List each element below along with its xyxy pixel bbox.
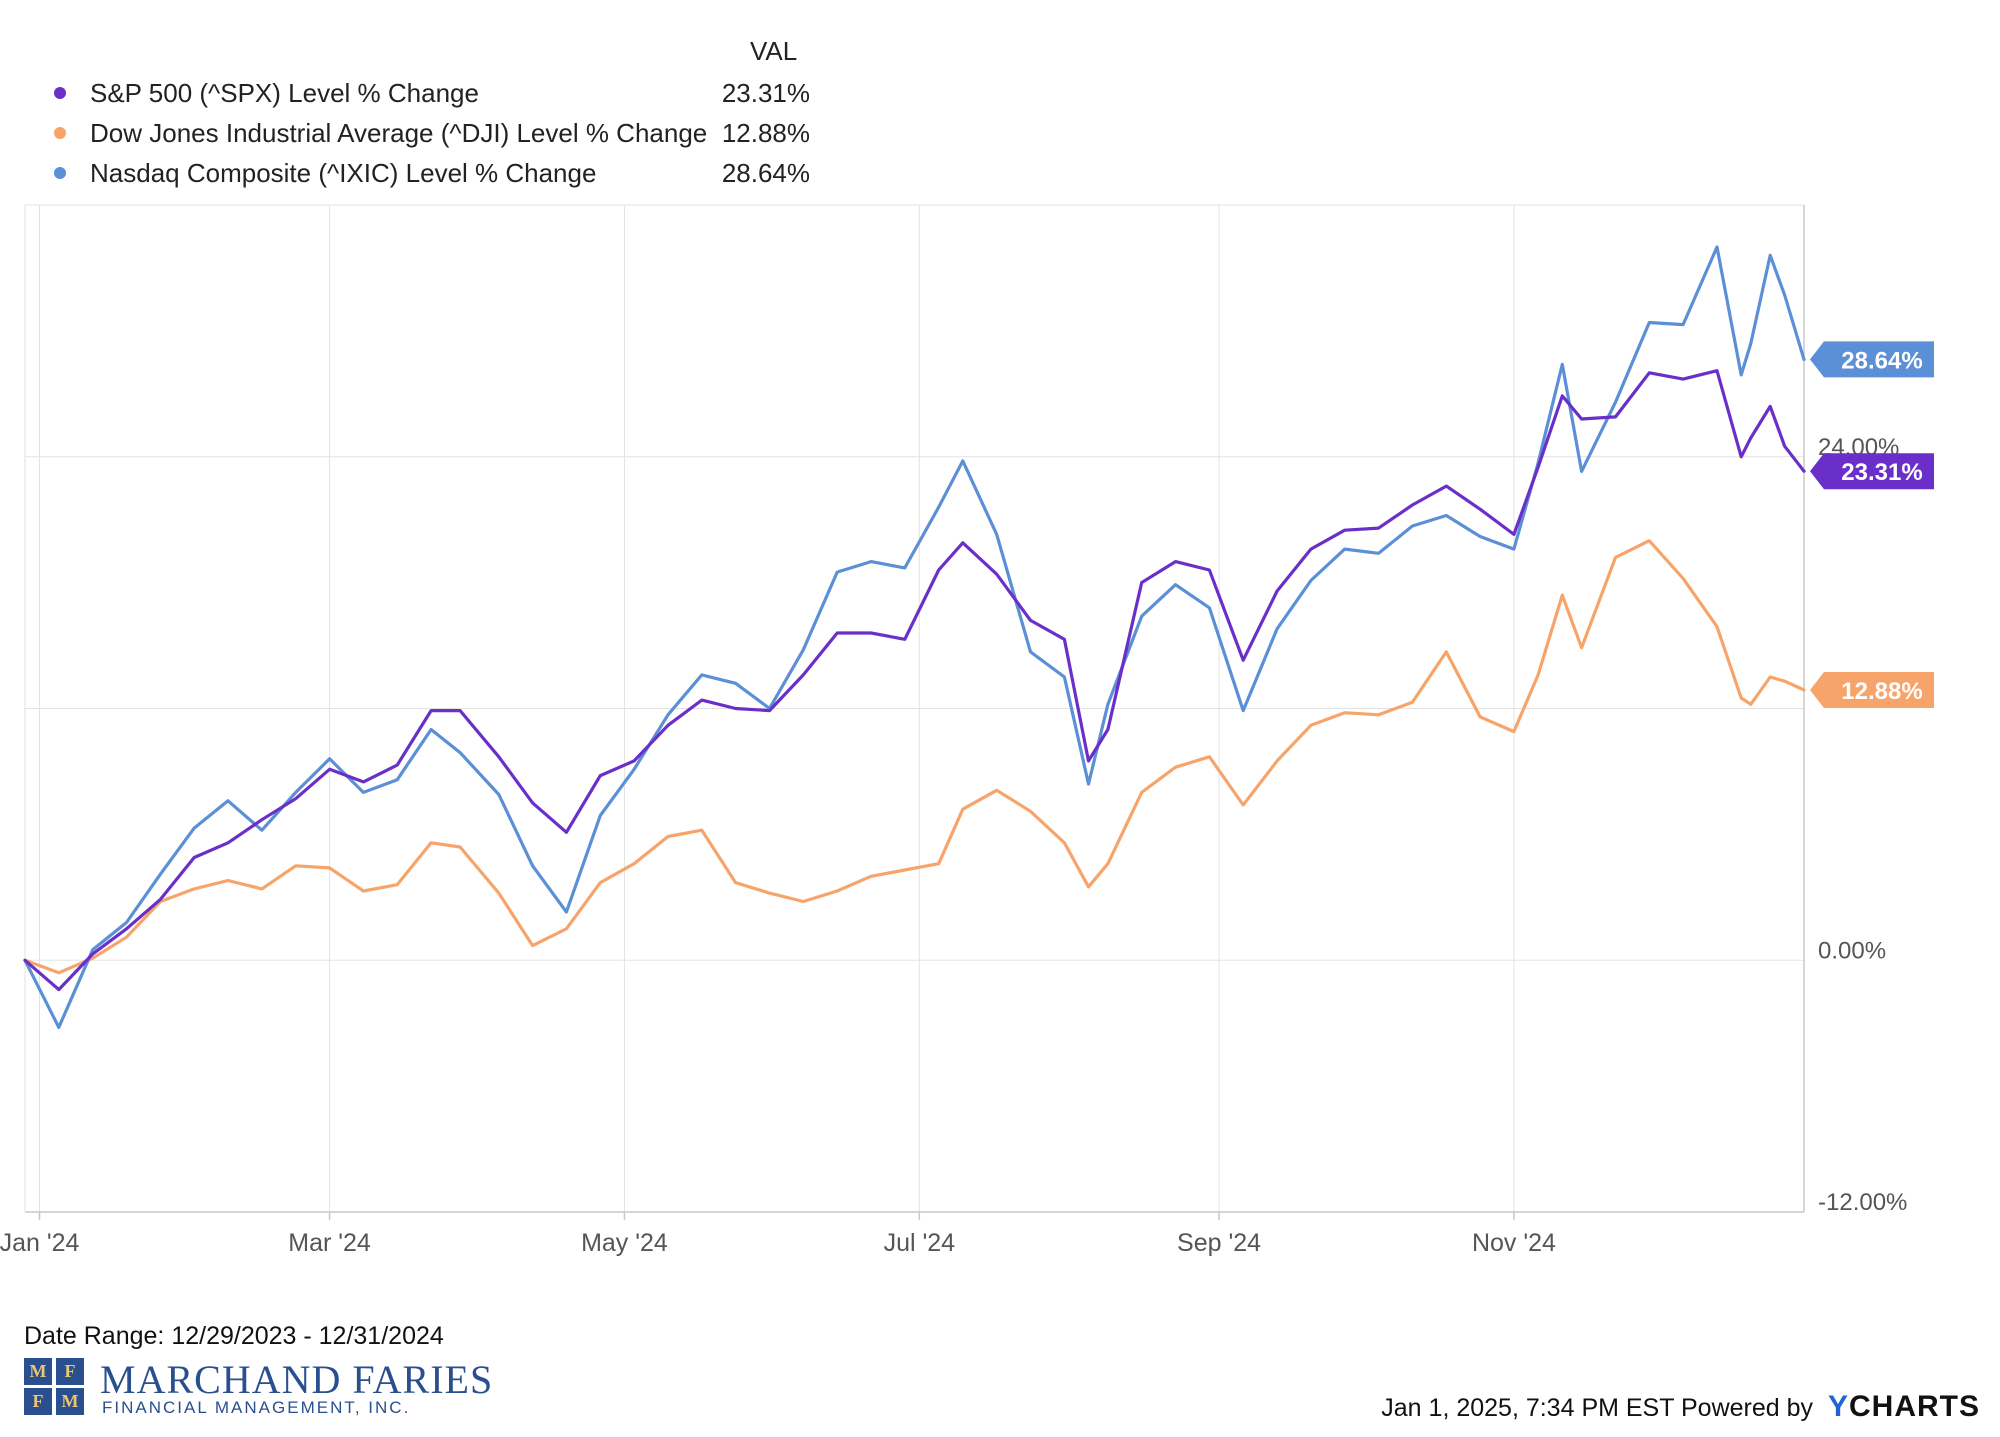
date-range: Date Range: 12/29/2023 - 12/31/2024	[24, 1322, 444, 1350]
x-tick-label: Mar '24	[288, 1229, 371, 1257]
legend-item-value: 28.64%	[721, 158, 810, 188]
series-layer	[23, 245, 1806, 1030]
legend-header: VAL	[750, 36, 798, 66]
end-value-label: 28.64%	[1841, 347, 1922, 374]
legend-item-value: 23.31%	[721, 78, 810, 108]
badge-layer: 23.31% 12.88% 28.64%	[1810, 341, 1934, 709]
timestamp: Jan 1, 2025, 7:34 PM EST Powered by	[1381, 1394, 1814, 1422]
ycharts-rest: CHARTS	[1849, 1390, 1980, 1423]
logo-name: MARCHAND FARIES	[100, 1357, 494, 1402]
end-value-badge	[1810, 341, 1934, 378]
legend-item-dji[interactable]: Dow Jones Industrial Average (^DJI) Leve…	[50, 114, 810, 150]
series-line	[23, 369, 1806, 992]
logo-letter: M	[56, 1388, 84, 1415]
x-tick-label: Jul '24	[884, 1229, 956, 1257]
spx-dot-icon	[54, 87, 66, 99]
tick-layer: 24.00%0.00%-12.00%Jan '24 Mar '24 May '24 J…	[0, 434, 1907, 1257]
ixic-dot-icon	[54, 167, 66, 179]
company-logo: M F F M MARCHAND FARIES FINANCIAL MANAGE…	[24, 1356, 504, 1420]
legend-item-name: S&P 500 (^SPX) Level % Change	[90, 78, 479, 108]
ycharts-logo[interactable]: YCHARTS	[1828, 1390, 1980, 1423]
dji-dot-icon	[54, 127, 66, 139]
series-line	[23, 245, 1806, 1030]
logo-subtitle: FINANCIAL MANAGEMENT, INC.	[102, 1398, 411, 1417]
logo-mark-icon: M F F M	[24, 1358, 86, 1416]
x-tick-label: Nov '24	[1472, 1229, 1556, 1257]
grid-layer	[25, 205, 1804, 1212]
x-tick-label: May '24	[581, 1229, 668, 1257]
logo-letter: F	[56, 1358, 84, 1385]
ycharts-y: Y	[1827, 1390, 1849, 1423]
legend-item-ixic[interactable]: Nasdaq Composite (^IXIC) Level % Change …	[50, 154, 810, 190]
logo-letter: M	[24, 1358, 52, 1385]
end-value-label: 23.31%	[1841, 459, 1922, 486]
timestamp-attribution: Jan 1, 2025, 7:34 PM EST Powered by YCHA…	[1381, 1390, 1980, 1424]
end-value-badge	[1810, 672, 1934, 709]
end-value-badge	[1810, 453, 1934, 490]
y-tick-label: 0.00%	[1818, 937, 1886, 964]
series-line	[23, 539, 1806, 975]
x-tick-label: Sep '24	[1177, 1229, 1261, 1257]
legend-item-name: Dow Jones Industrial Average (^DJI) Leve…	[90, 118, 708, 148]
legend-item-name: Nasdaq Composite (^IXIC) Level % Change	[90, 158, 597, 188]
y-tick-label: -12.00%	[1818, 1189, 1907, 1216]
x-tick-label: Jan '24	[0, 1229, 80, 1257]
legend-item-value: 12.88%	[721, 118, 810, 148]
legend-item-spx[interactable]: S&P 500 (^SPX) Level % Change 23.31%	[50, 74, 810, 110]
end-value-label: 12.88%	[1841, 678, 1922, 705]
logo-letter: F	[24, 1388, 52, 1415]
